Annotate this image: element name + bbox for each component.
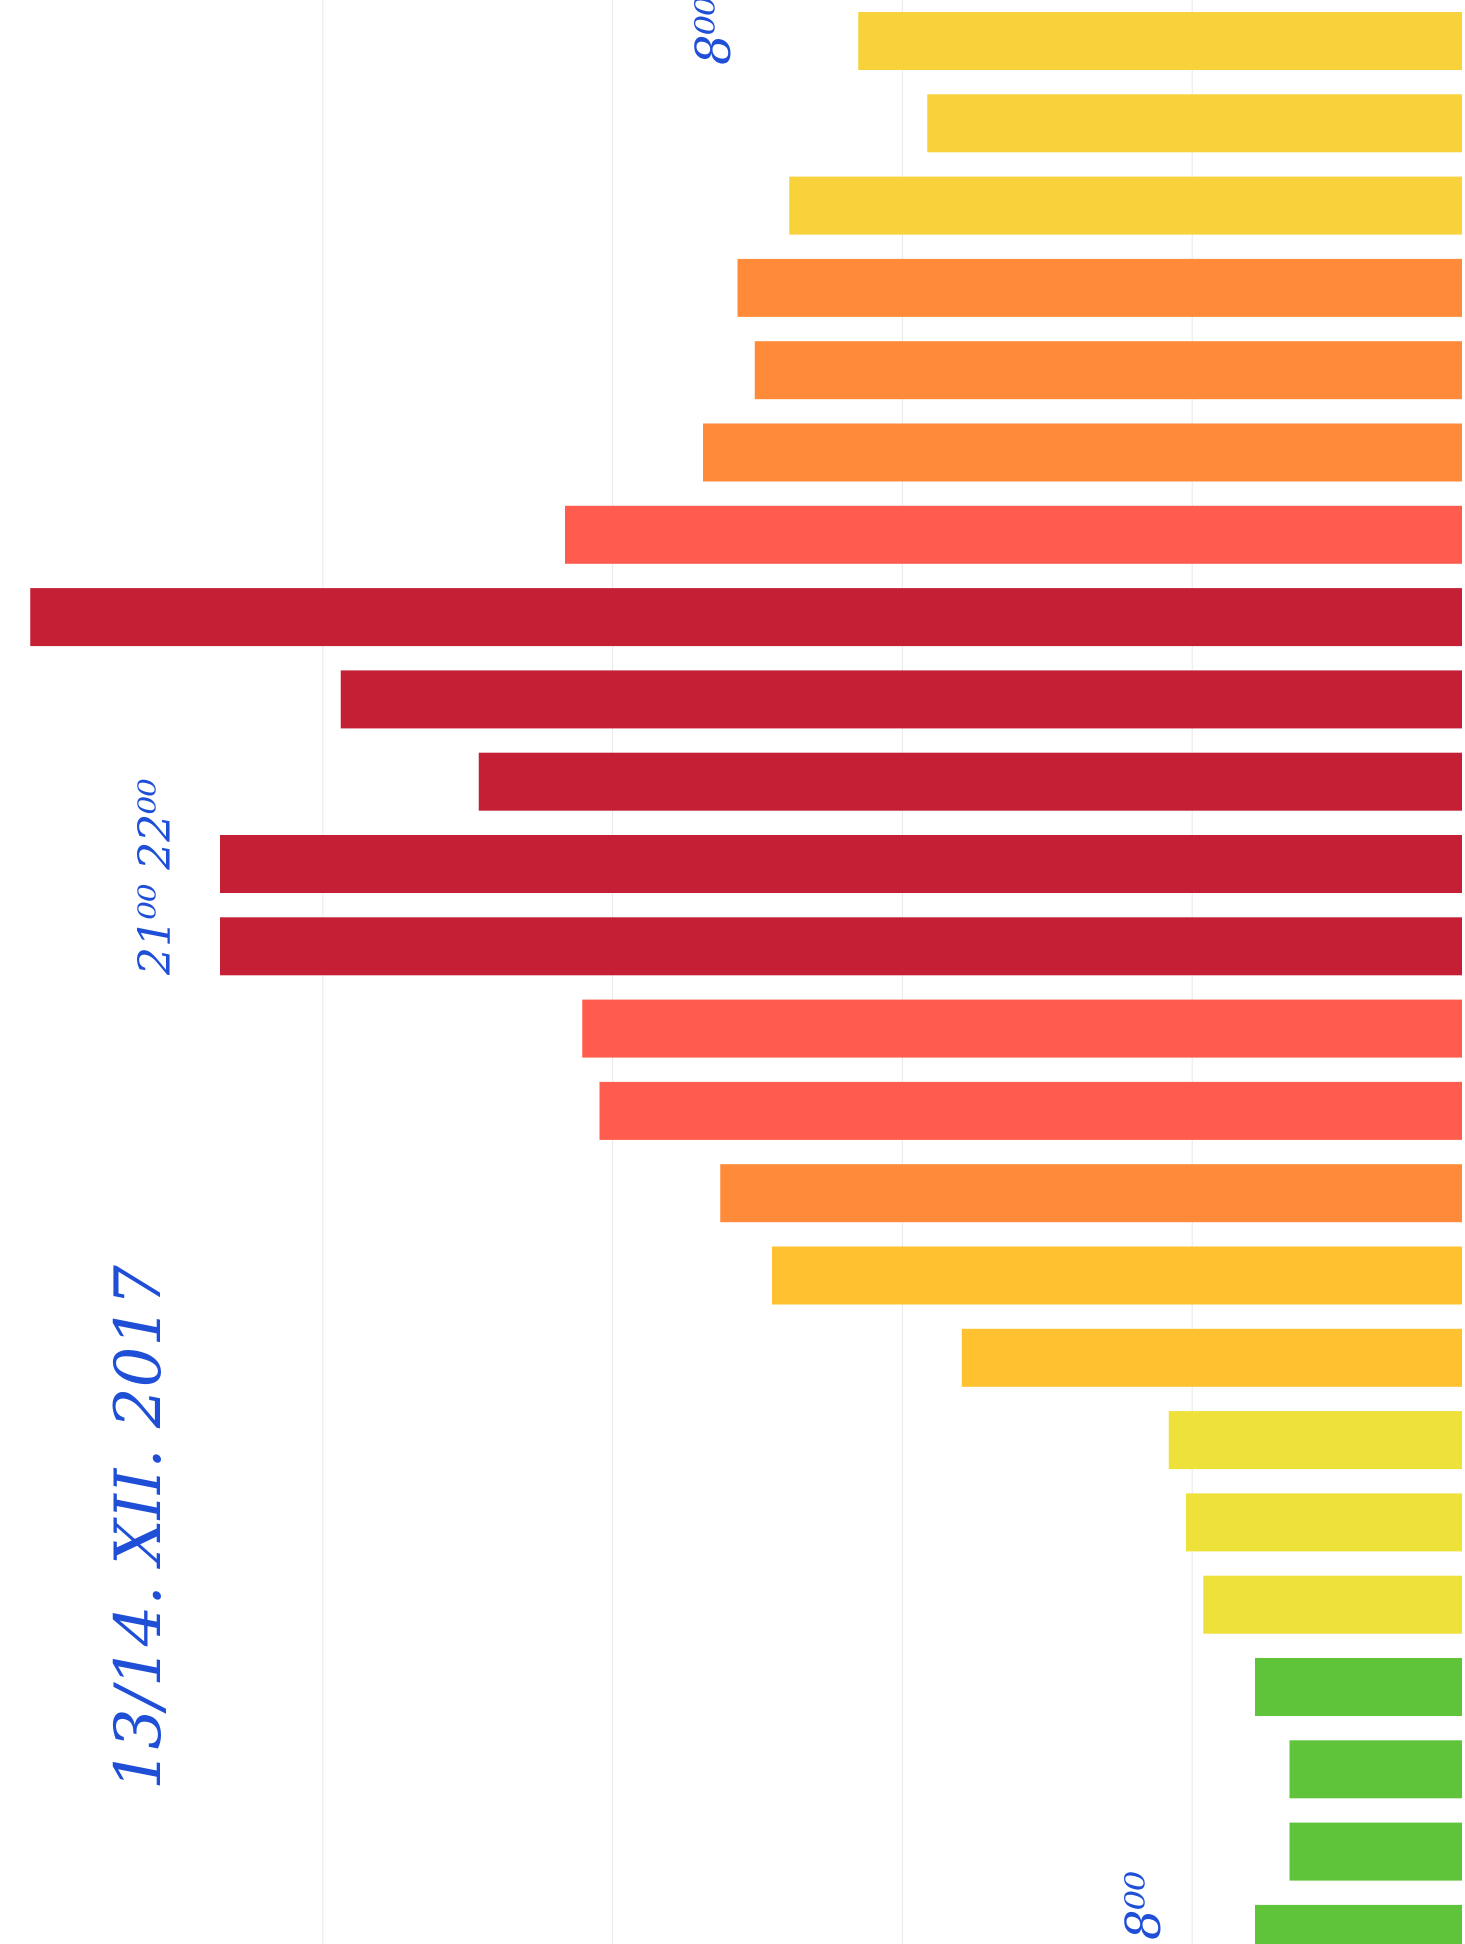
bar (1289, 1740, 1462, 1799)
bar (30, 588, 1462, 647)
bar (340, 670, 1462, 729)
bar (703, 423, 1462, 482)
bar (220, 835, 1462, 893)
handwritten-end-time: 8⁰⁰ (686, 0, 742, 65)
bar (927, 94, 1462, 153)
bar (565, 505, 1462, 564)
bar (858, 12, 1462, 70)
handwritten-peak-hours: 21⁰⁰ 22⁰⁰ (130, 778, 181, 976)
bar (1255, 1904, 1462, 1944)
handwritten-start-time: 8⁰⁰ (1116, 1871, 1172, 1940)
bar (737, 258, 1462, 317)
bar (1289, 1822, 1462, 1881)
bar (599, 1081, 1462, 1140)
bar (1203, 1575, 1462, 1634)
bar-series (30, 12, 1462, 1944)
bar (772, 1246, 1462, 1305)
bar (754, 341, 1462, 400)
bar (720, 1164, 1462, 1223)
bar (1186, 1493, 1462, 1552)
handwritten-date: 13/14. XII. 2017 (102, 1265, 176, 1790)
bar (1255, 1658, 1462, 1716)
bar (1168, 1411, 1462, 1470)
bar (789, 176, 1462, 235)
bar (478, 752, 1462, 811)
bar (220, 917, 1462, 976)
bar (582, 999, 1462, 1058)
bar (961, 1328, 1462, 1387)
